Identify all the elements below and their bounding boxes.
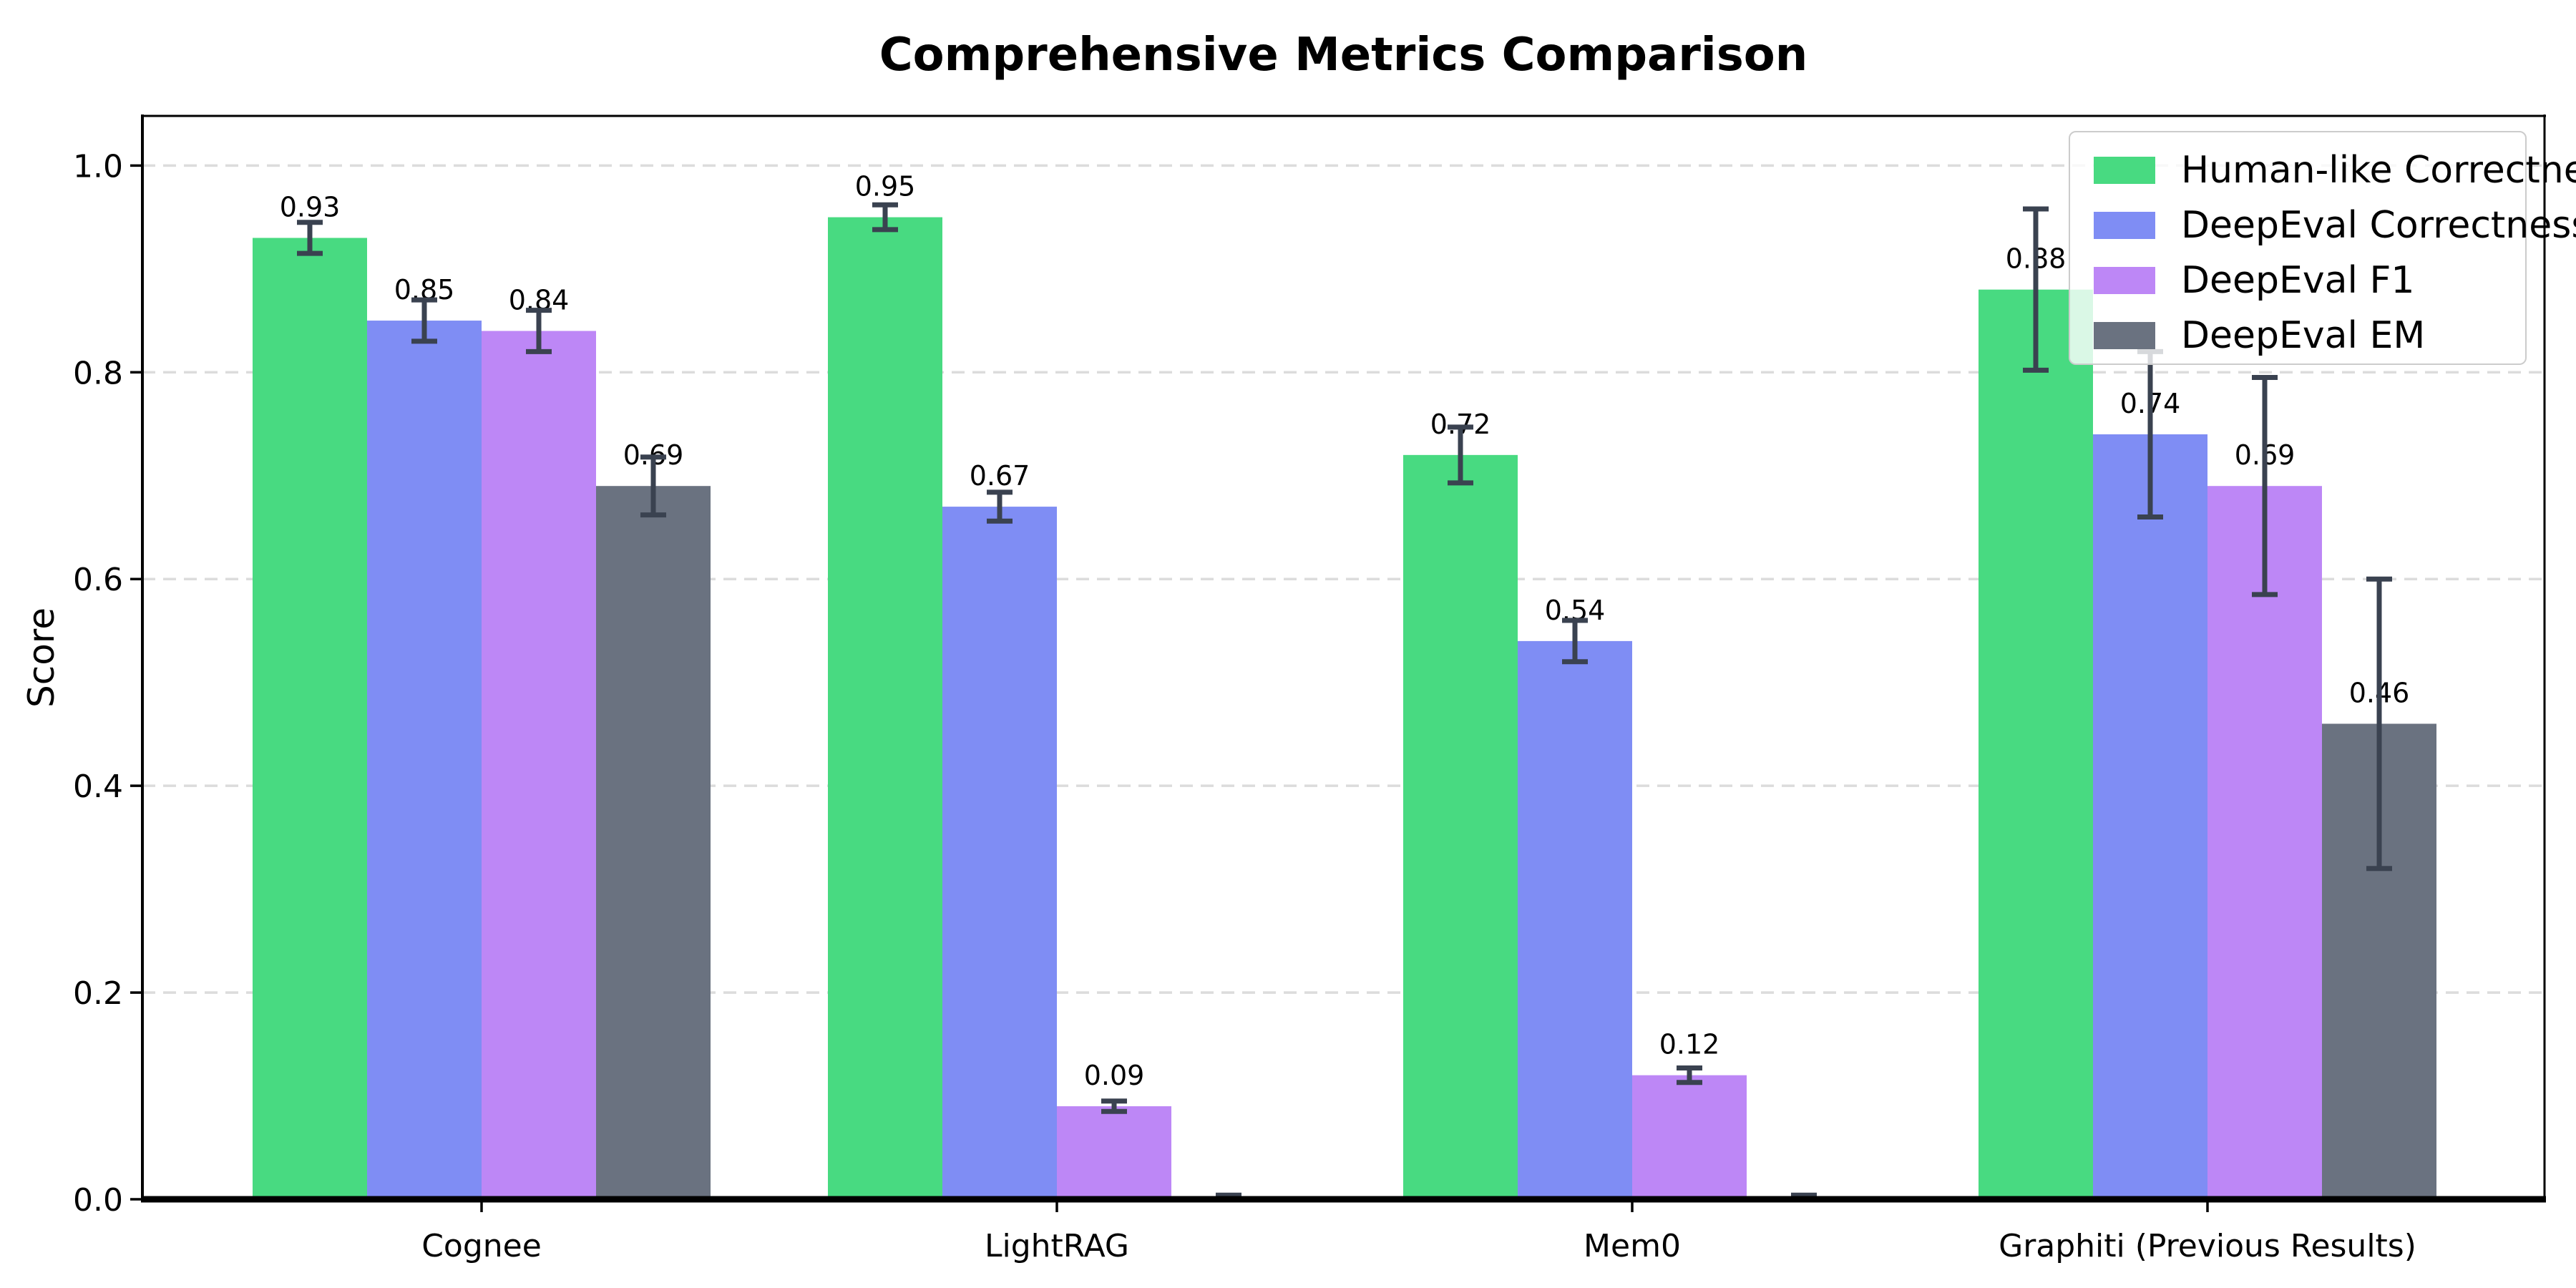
- bar-deepeval-f1-lightrag: [1057, 1106, 1171, 1199]
- legend-box: Human-like Correctness DeepEval Correctne…: [2069, 131, 2576, 365]
- legend-label-deepeval-em: DeepEval EM: [2181, 313, 2426, 357]
- legend-swatch-human-like-correctness: [2094, 156, 2155, 184]
- legend-item-deepeval-em: DeepEval EM: [2070, 308, 2525, 363]
- legend-label-deepeval-correctness: DeepEval Correctness: [2181, 203, 2576, 247]
- bar-deepeval-f1-graphiti-previous-results-: [2207, 486, 2322, 1199]
- y-tick-label: 0.4: [73, 769, 123, 805]
- bar-deepeval-correctness-lightrag: [942, 507, 1057, 1199]
- x-tick-label-mem0: Mem0: [1584, 1228, 1681, 1264]
- y-tick-label: 0.8: [73, 355, 123, 391]
- y-tick-label: 0.6: [73, 562, 123, 598]
- y-tick-label: 0.2: [73, 975, 123, 1012]
- bar-deepeval-correctness-cognee: [367, 321, 482, 1199]
- chart-title: Comprehensive Metrics Comparison: [879, 29, 1808, 82]
- y-axis-label: Score: [21, 607, 62, 708]
- legend-item-human-like-correctness: Human-like Correctness: [2070, 142, 2576, 197]
- legend-item-deepeval-f1: DeepEval F1: [2070, 253, 2525, 308]
- legend-swatch-deepeval-em: [2094, 321, 2155, 349]
- bar-label: 0.09: [1084, 1060, 1145, 1091]
- bar-label: 0.12: [1659, 1029, 1720, 1060]
- legend-swatch-deepeval-correctness: [2094, 211, 2155, 239]
- bar-label: 0.93: [280, 191, 341, 223]
- y-tick-label: 1.0: [73, 148, 123, 185]
- bar-deepeval-correctness-graphiti-previous-results-: [2093, 434, 2207, 1199]
- bar-human-like-correctness-mem0: [1403, 454, 1518, 1199]
- legend-label-human-like-correctness: Human-like Correctness: [2181, 148, 2576, 192]
- legend-label-deepeval-f1: DeepEval F1: [2181, 258, 2415, 302]
- x-tick-label-cognee: Cognee: [421, 1228, 542, 1264]
- bar-human-like-correctness-lightrag: [828, 217, 942, 1200]
- bar-deepeval-f1-cognee: [482, 331, 596, 1200]
- legend-item-deepeval-correctness: DeepEval Correctness: [2070, 197, 2576, 253]
- x-tick-label-graphiti-previous-results-: Graphiti (Previous Results): [1999, 1228, 2416, 1264]
- legend-swatch-deepeval-f1: [2094, 266, 2155, 294]
- bar-human-like-correctness-cognee: [253, 238, 367, 1199]
- x-tick-label-lightrag: LightRAG: [985, 1228, 1129, 1264]
- bar-deepeval-correctness-mem0: [1518, 640, 1632, 1199]
- bar-deepeval-f1-mem0: [1632, 1075, 1747, 1199]
- bar-label: 0.67: [970, 460, 1030, 492]
- bar-human-like-correctness-graphiti-previous-results-: [1979, 289, 2093, 1200]
- y-tick-label: 0.0: [73, 1182, 123, 1219]
- bar-deepeval-em-cognee: [596, 486, 711, 1199]
- bar-label: 0.95: [855, 171, 916, 203]
